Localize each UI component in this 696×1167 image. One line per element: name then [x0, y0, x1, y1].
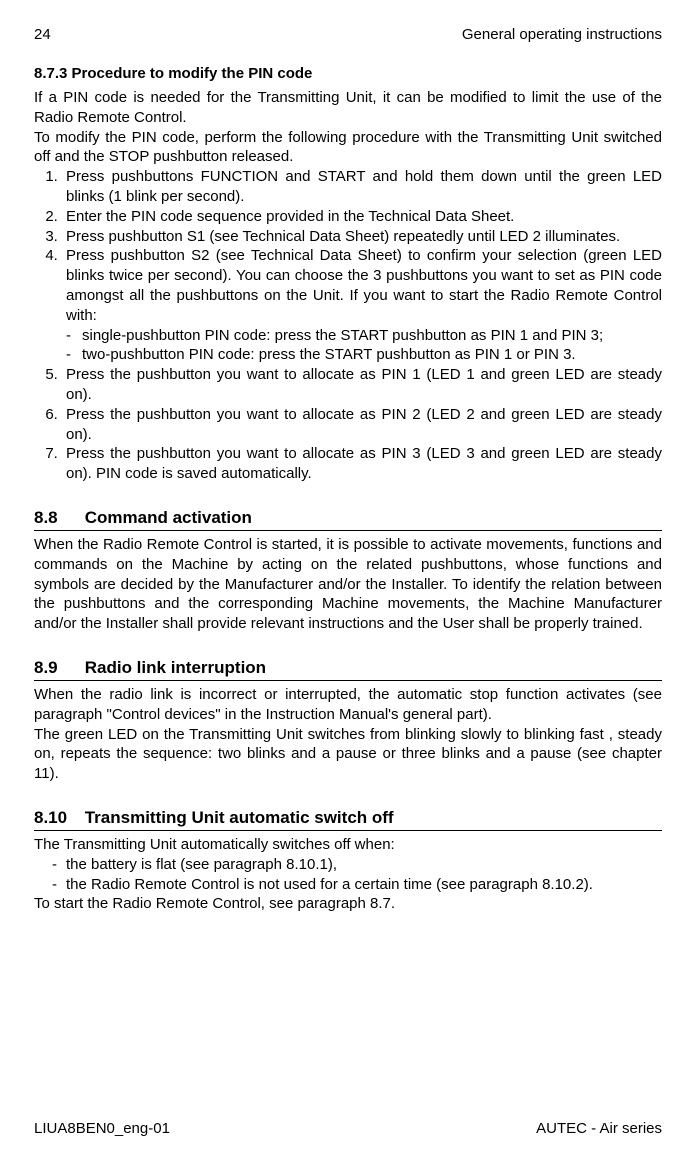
list-item: Press the pushbutton you want to allocat… [62, 444, 662, 484]
footer-right: AUTEC - Air series [536, 1120, 662, 1137]
heading-8-7-3: 8.7.3 Procedure to modify the PIN code [34, 65, 662, 82]
heading-number: 8.9 [34, 658, 80, 678]
list-item: Press the pushbutton you want to allocat… [62, 405, 662, 445]
running-title: General operating instructions [462, 26, 662, 43]
heading-title: Transmitting Unit automatic switch off [85, 808, 394, 827]
page-number: 24 [34, 26, 51, 43]
para: The Transmitting Unit automatically swit… [34, 835, 662, 855]
sub-list-item: single-pushbutton PIN code: press the ST… [66, 326, 662, 346]
para: To start the Radio Remote Control, see p… [34, 894, 662, 914]
dash-list: the battery is flat (see paragraph 8.10.… [34, 855, 662, 895]
heading-title: Command activation [85, 508, 252, 527]
page-footer: LIUA8BEN0_eng-01 AUTEC - Air series [34, 1120, 662, 1137]
page: 24 General operating instructions 8.7.3 … [0, 0, 696, 1167]
list-item: Press pushbutton S2 (see Technical Data … [62, 246, 662, 365]
sub-list-item: two-pushbutton PIN code: press the START… [66, 345, 662, 365]
para: When the radio link is incorrect or inte… [34, 685, 662, 725]
para: The green LED on the Transmitting Unit s… [34, 725, 662, 784]
dash-list-item: the battery is flat (see paragraph 8.10.… [52, 855, 662, 875]
heading-8-8: 8.8 Command activation [34, 508, 662, 531]
heading-number: 8.8 [34, 508, 80, 528]
dash-list-item: the Radio Remote Control is not used for… [52, 875, 662, 895]
para: When the Radio Remote Control is started… [34, 535, 662, 634]
list-item: Press pushbutton S1 (see Technical Data … [62, 227, 662, 247]
list-item: Enter the PIN code sequence provided in … [62, 207, 662, 227]
list-item: Press the pushbutton you want to allocat… [62, 365, 662, 405]
para: If a PIN code is needed for the Transmit… [34, 88, 662, 128]
heading-number: 8.10 [34, 808, 80, 828]
list-item-text: Press pushbutton S2 (see Technical Data … [66, 247, 662, 323]
para: To modify the PIN code, perform the foll… [34, 128, 662, 168]
footer-left: LIUA8BEN0_eng-01 [34, 1120, 170, 1137]
list-item: Press pushbuttons FUNCTION and START and… [62, 167, 662, 207]
heading-title: Radio link interruption [85, 658, 266, 677]
heading-8-10: 8.10 Transmitting Unit automatic switch … [34, 808, 662, 831]
sub-list: single-pushbutton PIN code: press the ST… [66, 326, 662, 366]
procedure-list: Press pushbuttons FUNCTION and START and… [34, 167, 662, 484]
running-header: 24 General operating instructions [34, 26, 662, 43]
heading-8-9: 8.9 Radio link interruption [34, 658, 662, 681]
